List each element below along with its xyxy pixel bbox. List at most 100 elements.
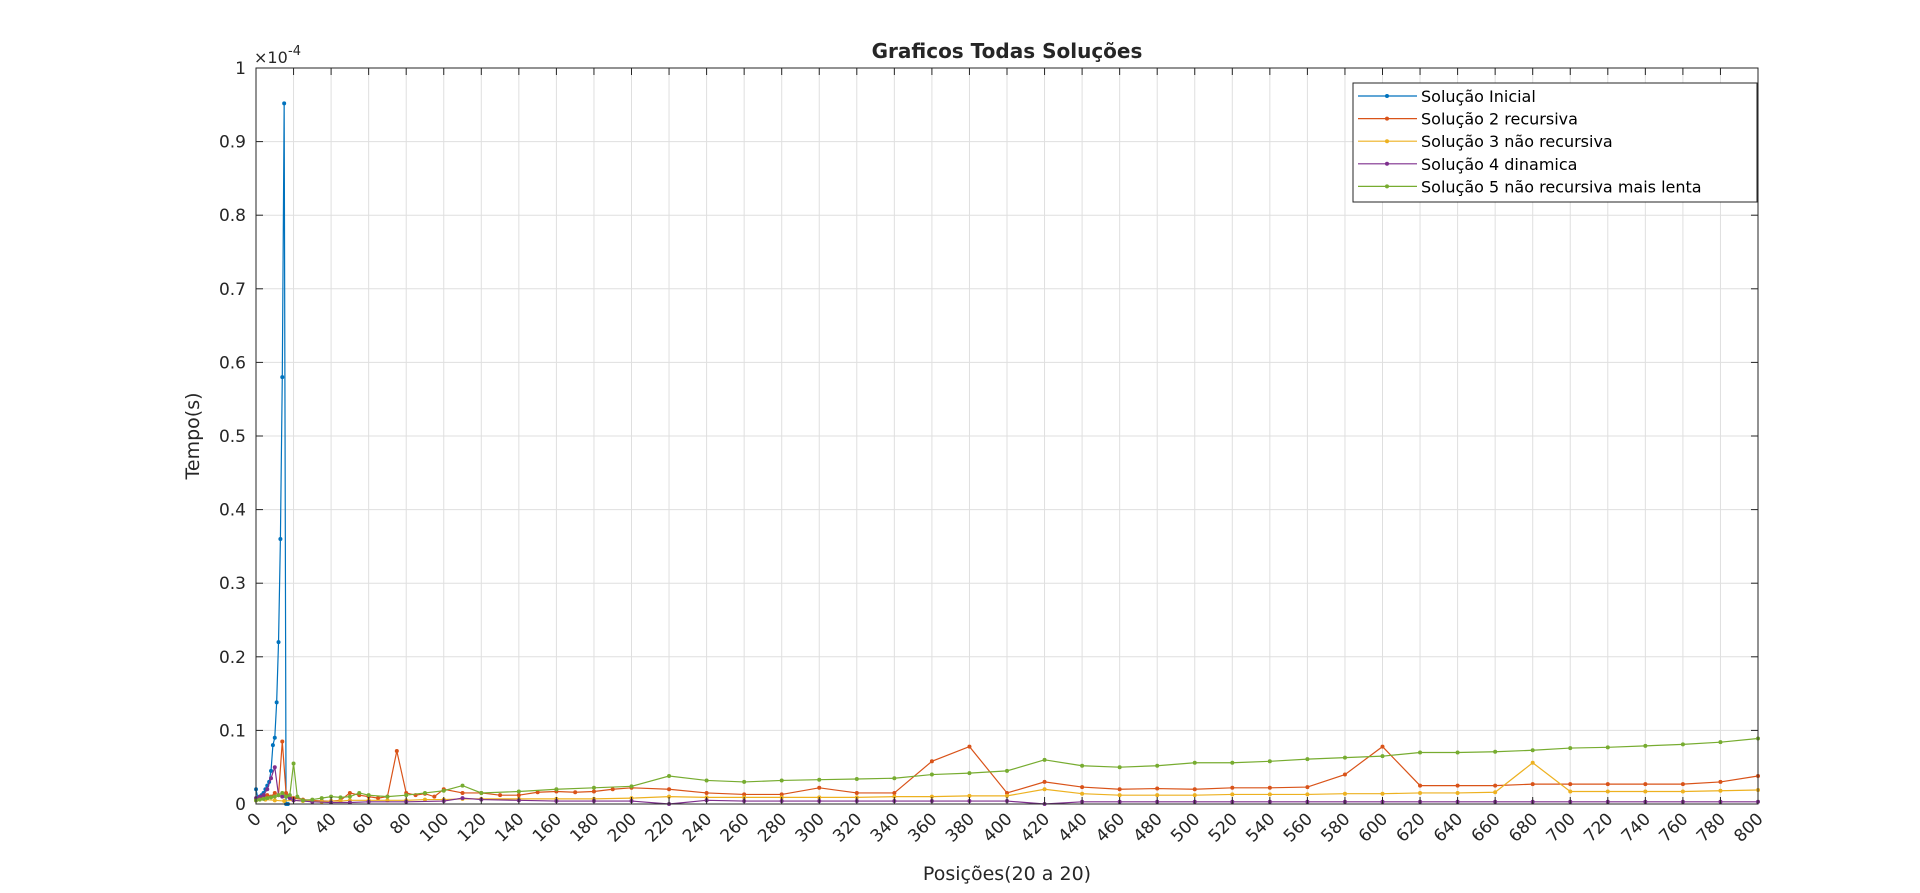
data-point (287, 796, 292, 801)
data-point (667, 787, 672, 792)
data-point (1342, 772, 1347, 777)
data-point (280, 790, 285, 795)
data-point (1643, 782, 1648, 787)
data-point (422, 790, 427, 795)
data-point (573, 790, 578, 795)
data-point (1455, 750, 1460, 755)
legend-marker (1385, 184, 1389, 189)
data-point (1605, 789, 1610, 794)
data-point (1342, 791, 1347, 796)
series-layer (254, 101, 1760, 806)
data-point (1493, 790, 1498, 795)
data-point (376, 796, 381, 801)
data-point (270, 743, 275, 748)
y-axis-label: Tempo(s) (182, 393, 204, 481)
legend-label: Solução 3 não recursiva (1421, 132, 1613, 151)
data-point (1568, 782, 1573, 787)
data-point (276, 640, 281, 645)
data-point (1455, 790, 1460, 795)
data-point (269, 795, 274, 800)
data-point (1530, 748, 1535, 753)
data-point (282, 799, 287, 804)
data-point (610, 787, 615, 792)
data-point (284, 794, 289, 799)
data-point (460, 783, 465, 788)
data-point (929, 772, 934, 777)
y-tick-label: 0.1 (219, 721, 246, 741)
data-point (779, 792, 784, 797)
data-point (817, 785, 822, 790)
data-point (422, 797, 427, 802)
data-point (319, 796, 324, 801)
data-point (1718, 740, 1723, 745)
data-point (667, 774, 672, 779)
data-point (300, 798, 305, 803)
legend-label: Solução 4 dinamica (1421, 155, 1577, 174)
data-point (1455, 783, 1460, 788)
y-tick-label: 0.2 (219, 648, 246, 668)
legend-label: Solução 5 não recursiva mais lenta (1421, 177, 1702, 196)
data-point (280, 794, 285, 799)
data-point (280, 739, 285, 744)
data-point (1305, 757, 1310, 762)
data-point (404, 793, 409, 798)
data-point (1042, 787, 1047, 792)
data-point (257, 794, 262, 799)
data-point (1005, 768, 1009, 773)
data-point (591, 789, 596, 794)
data-point (278, 537, 283, 542)
data-point (394, 749, 399, 754)
data-point (629, 784, 634, 789)
y-tick-label: 0.5 (219, 427, 246, 447)
data-point (1493, 749, 1498, 754)
data-point (1042, 779, 1047, 784)
data-point (1192, 787, 1197, 792)
data-point (554, 787, 559, 792)
chart-title: Graficos Todas Soluções (872, 39, 1143, 63)
data-point (967, 744, 972, 749)
data-point (892, 794, 897, 799)
data-point (272, 794, 277, 799)
data-point (284, 790, 289, 795)
data-point (498, 793, 503, 798)
legend-item: Solução 5 não recursiva mais lenta (1358, 177, 1702, 196)
data-point (1117, 765, 1122, 770)
series-line (255, 762, 1759, 803)
data-point (338, 795, 343, 800)
data-point (1305, 792, 1310, 797)
data-point (892, 790, 897, 795)
y-exponent-power: -4 (288, 44, 301, 59)
data-point (535, 790, 540, 795)
data-point (366, 793, 371, 798)
data-point (1493, 783, 1498, 788)
data-point (257, 797, 262, 802)
data-point (591, 785, 596, 790)
data-point (667, 794, 672, 799)
data-point (1680, 742, 1685, 747)
data-point (1005, 790, 1009, 795)
y-tick-label: 0 (235, 795, 246, 815)
series-5 (254, 736, 1760, 803)
series-3 (254, 760, 1760, 804)
data-point (1005, 793, 1009, 798)
legend-marker (1385, 94, 1389, 98)
data-point (287, 793, 292, 798)
data-point (329, 794, 334, 799)
data-point (272, 790, 277, 795)
data-point (261, 793, 266, 798)
legend-marker (1385, 161, 1389, 166)
data-point (929, 794, 934, 799)
data-point (347, 794, 352, 799)
y-tick-label: 0.9 (219, 133, 246, 153)
legend: Solução Inicial Solução 2 recursiva Soluçã… (1352, 82, 1758, 203)
legend-label: Solução 2 recursiva (1421, 110, 1578, 129)
data-point (779, 778, 784, 783)
data-point (516, 789, 521, 794)
y-tick-label: 0.8 (219, 206, 246, 226)
data-point (280, 375, 285, 380)
data-point (1568, 789, 1573, 794)
data-point (1155, 786, 1160, 791)
data-point (1267, 792, 1272, 797)
data-point (1380, 744, 1385, 749)
